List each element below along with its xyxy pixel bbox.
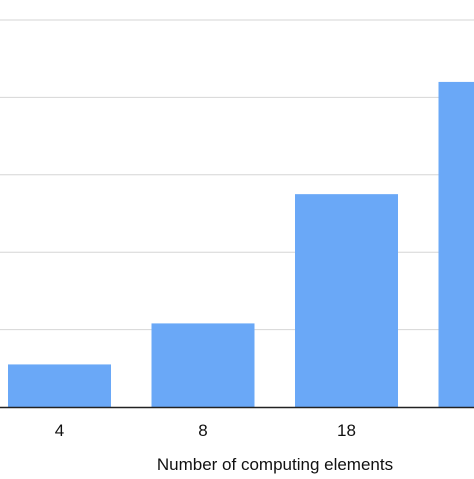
bars [8,82,474,407]
bar [8,364,111,407]
bar [295,194,398,407]
x-tick-labels: 4 8 18 [55,421,356,440]
bar [439,82,474,407]
x-tick-label: 18 [337,421,356,440]
gridlines [0,20,474,330]
x-tick-label: 8 [198,421,207,440]
x-axis-title: Number of computing elements [157,455,393,474]
bar [152,323,255,407]
x-tick-label: 4 [55,421,64,440]
